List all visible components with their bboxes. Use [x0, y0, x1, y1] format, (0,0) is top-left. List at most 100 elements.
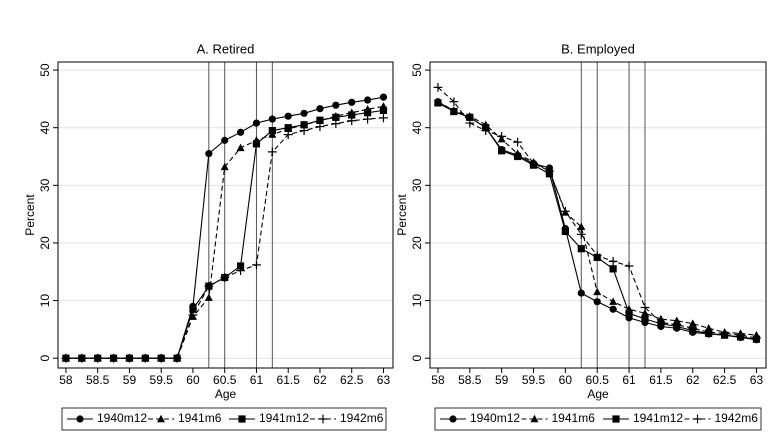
- marker: [609, 305, 617, 313]
- marker: [498, 147, 506, 155]
- x-tick-label: 59.5: [522, 373, 546, 387]
- legend-label: 1941m12: [633, 411, 683, 425]
- y-tick-label: 20: [410, 236, 424, 250]
- marker: [316, 116, 324, 124]
- marker: [704, 324, 713, 332]
- marker: [332, 113, 340, 121]
- marker: [316, 105, 324, 113]
- marker: [252, 119, 261, 127]
- y-tick-label: 30: [410, 178, 424, 192]
- marker: [109, 353, 118, 363]
- x-tick-label: 58: [59, 373, 73, 387]
- marker: [300, 109, 308, 117]
- x-tick-label: 60: [186, 373, 200, 387]
- x-axis-label: Age: [587, 387, 609, 401]
- marker: [625, 309, 633, 317]
- marker: [481, 126, 491, 135]
- marker: [752, 333, 761, 343]
- y-axis-label: Percent: [395, 194, 409, 236]
- marker: [608, 256, 618, 266]
- chart-title: B. Employed: [561, 41, 635, 56]
- x-tick-label: 60.5: [586, 373, 610, 387]
- marker: [529, 159, 538, 168]
- legend-item: 1940m12: [67, 411, 147, 425]
- marker: [252, 140, 261, 148]
- y-tick-label: 50: [38, 63, 52, 77]
- y-tick-label: 0: [410, 355, 424, 362]
- marker: [736, 330, 745, 340]
- marker: [156, 353, 166, 363]
- x-axis-label: Age: [215, 387, 237, 401]
- marker: [497, 131, 507, 141]
- marker: [348, 98, 356, 106]
- legend-marker: [449, 415, 457, 423]
- marker: [348, 111, 356, 119]
- marker: [61, 353, 71, 363]
- marker: [220, 162, 229, 171]
- x-tick-label: 61.5: [277, 373, 301, 387]
- x-tick-label: 58: [431, 373, 445, 387]
- x-tick-label: 62.5: [340, 373, 364, 387]
- x-tick-label: 60: [559, 373, 573, 387]
- marker: [125, 353, 134, 363]
- legend-item: 1941m12: [229, 411, 309, 425]
- marker: [466, 113, 474, 121]
- x-tick-label: 58.5: [86, 373, 110, 387]
- marker: [434, 99, 442, 107]
- marker: [513, 137, 522, 147]
- plot-frame: [429, 61, 767, 369]
- marker: [172, 353, 182, 363]
- legend-label: 1942m6: [715, 411, 759, 425]
- marker: [236, 143, 245, 152]
- y-axis-label: Percent: [23, 194, 37, 236]
- marker: [641, 315, 649, 323]
- y-tick-label: 50: [410, 63, 424, 77]
- marker: [672, 316, 681, 324]
- panel: 0 10 20 30 40 50 58 58.5 59 59.5 60 60.5 61 61.5 62 62.…: [23, 41, 394, 431]
- y-tick-label: 10: [410, 294, 424, 308]
- marker: [609, 297, 618, 305]
- marker: [720, 329, 729, 338]
- legend-marker: [318, 414, 328, 424]
- y-tick-label: 20: [38, 236, 52, 250]
- marker: [236, 266, 245, 276]
- x-tick-label: 63: [750, 373, 764, 387]
- x-tick-label: 62: [686, 373, 700, 387]
- marker: [379, 106, 388, 115]
- marker: [93, 353, 103, 363]
- marker: [465, 118, 475, 128]
- marker: [236, 262, 245, 270]
- x-tick-label: 59: [495, 373, 509, 387]
- chart-title: A. Retired: [197, 41, 255, 56]
- y-tick-label: 30: [38, 178, 52, 192]
- marker: [284, 124, 292, 132]
- marker: [577, 222, 586, 231]
- marker: [656, 318, 666, 327]
- marker: [189, 305, 197, 313]
- marker: [672, 320, 682, 330]
- x-tick-label: 61: [250, 373, 264, 387]
- marker: [363, 109, 372, 117]
- x-tick-label: 61.5: [649, 373, 673, 387]
- legend-marker: [612, 415, 620, 423]
- y-tick-label: 10: [38, 294, 52, 308]
- marker: [77, 353, 87, 363]
- marker: [433, 82, 443, 92]
- marker: [379, 93, 388, 101]
- legend-box: [434, 407, 762, 431]
- y-tick-label: 0: [38, 355, 52, 362]
- legend-label: 1941m6: [552, 411, 596, 425]
- marker: [331, 119, 341, 129]
- marker: [688, 319, 697, 327]
- marker: [593, 298, 601, 306]
- marker: [640, 309, 649, 317]
- marker: [315, 122, 325, 131]
- marker: [220, 273, 230, 282]
- marker: [299, 126, 309, 135]
- marker: [268, 115, 276, 123]
- legend-marker: [157, 414, 165, 423]
- marker: [592, 251, 602, 261]
- legend-item: 1941m12: [603, 411, 683, 425]
- x-tick-label: 59: [123, 373, 137, 387]
